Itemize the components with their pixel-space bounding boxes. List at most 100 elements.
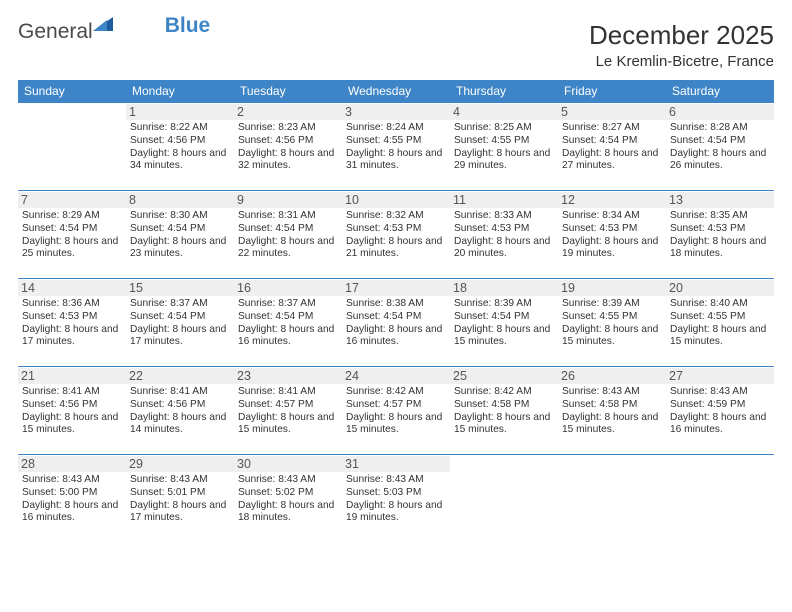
day-info: Sunrise: 8:24 AMSunset: 4:55 PMDaylight:… [346, 122, 446, 173]
day-info: Sunrise: 8:39 AMSunset: 4:55 PMDaylight:… [562, 298, 662, 349]
week-row: 7 Sunrise: 8:29 AMSunset: 4:54 PMDaylight… [18, 191, 774, 279]
day-number: 3 [342, 104, 450, 120]
day-info: Sunrise: 8:43 AMSunset: 4:59 PMDaylight:… [670, 386, 770, 437]
day-number: 18 [450, 280, 558, 296]
day-number: 4 [450, 104, 558, 120]
day-header: Friday [558, 80, 666, 103]
logo: General Blue [18, 20, 164, 44]
calendar-table: Sunday Monday Tuesday Wednesday Thursday… [18, 80, 774, 543]
day-info: Sunrise: 8:29 AMSunset: 4:54 PMDaylight:… [22, 210, 122, 261]
day-cell [18, 103, 126, 191]
day-info: Sunrise: 8:43 AMSunset: 4:58 PMDaylight:… [562, 386, 662, 437]
day-number: 27 [666, 368, 774, 384]
day-info: Sunrise: 8:43 AMSunset: 5:00 PMDaylight:… [22, 474, 122, 525]
logo-text-2: Blue [165, 14, 211, 38]
day-info: Sunrise: 8:32 AMSunset: 4:53 PMDaylight:… [346, 210, 446, 261]
day-info: Sunrise: 8:25 AMSunset: 4:55 PMDaylight:… [454, 122, 554, 173]
day-number: 2 [234, 104, 342, 120]
day-cell: 20 Sunrise: 8:40 AMSunset: 4:55 PMDayligh… [666, 279, 774, 367]
day-info: Sunrise: 8:40 AMSunset: 4:55 PMDaylight:… [670, 298, 770, 349]
day-info: Sunrise: 8:22 AMSunset: 4:56 PMDaylight:… [130, 122, 230, 173]
day-cell: 27 Sunrise: 8:43 AMSunset: 4:59 PMDayligh… [666, 367, 774, 455]
day-header: Monday [126, 80, 234, 103]
day-number: 9 [234, 192, 342, 208]
day-header: Tuesday [234, 80, 342, 103]
day-info: Sunrise: 8:41 AMSunset: 4:57 PMDaylight:… [238, 386, 338, 437]
day-number: 30 [234, 456, 342, 472]
day-cell: 21 Sunrise: 8:41 AMSunset: 4:56 PMDayligh… [18, 367, 126, 455]
day-info: Sunrise: 8:34 AMSunset: 4:53 PMDaylight:… [562, 210, 662, 261]
day-header: Thursday [450, 80, 558, 103]
day-cell: 14 Sunrise: 8:36 AMSunset: 4:53 PMDayligh… [18, 279, 126, 367]
day-cell: 29 Sunrise: 8:43 AMSunset: 5:01 PMDayligh… [126, 455, 234, 543]
day-cell [666, 455, 774, 543]
day-number: 19 [558, 280, 666, 296]
day-number: 1 [126, 104, 234, 120]
day-info: Sunrise: 8:31 AMSunset: 4:54 PMDaylight:… [238, 210, 338, 261]
day-cell: 11Sunrise: 8:33 AMSunset: 4:53 PMDayligh… [450, 191, 558, 279]
day-info: Sunrise: 8:28 AMSunset: 4:54 PMDaylight:… [670, 122, 770, 173]
day-cell: 18 Sunrise: 8:39 AMSunset: 4:54 PMDayligh… [450, 279, 558, 367]
day-info: Sunrise: 8:23 AMSunset: 4:56 PMDaylight:… [238, 122, 338, 173]
day-info: Sunrise: 8:43 AMSunset: 5:01 PMDaylight:… [130, 474, 230, 525]
day-cell [558, 455, 666, 543]
day-cell: 6 Sunrise: 8:28 AMSunset: 4:54 PMDaylight… [666, 103, 774, 191]
day-number: 21 [18, 368, 126, 384]
day-info: Sunrise: 8:41 AMSunset: 4:56 PMDaylight:… [22, 386, 122, 437]
day-cell: 13Sunrise: 8:35 AMSunset: 4:53 PMDayligh… [666, 191, 774, 279]
day-number: 6 [666, 104, 774, 120]
week-row: 14 Sunrise: 8:36 AMSunset: 4:53 PMDayligh… [18, 279, 774, 367]
day-info: Sunrise: 8:37 AMSunset: 4:54 PMDaylight:… [238, 298, 338, 349]
day-cell: 10 Sunrise: 8:32 AMSunset: 4:53 PMDayligh… [342, 191, 450, 279]
day-number: 20 [666, 280, 774, 296]
week-row: 28Sunrise: 8:43 AMSunset: 5:00 PMDayligh… [18, 455, 774, 543]
day-cell: 7 Sunrise: 8:29 AMSunset: 4:54 PMDaylight… [18, 191, 126, 279]
day-number: 26 [558, 368, 666, 384]
day-cell: 22Sunrise: 8:41 AMSunset: 4:56 PMDayligh… [126, 367, 234, 455]
day-cell: 26 Sunrise: 8:43 AMSunset: 4:58 PMDayligh… [558, 367, 666, 455]
day-number: 7 [18, 192, 126, 208]
day-cell: 25Sunrise: 8:42 AMSunset: 4:58 PMDayligh… [450, 367, 558, 455]
day-header-row: Sunday Monday Tuesday Wednesday Thursday… [18, 80, 774, 103]
day-number: 16 [234, 280, 342, 296]
page-title: December 2025 [589, 20, 774, 51]
day-number: 17 [342, 280, 450, 296]
day-cell: 5Sunrise: 8:27 AMSunset: 4:54 PMDaylight… [558, 103, 666, 191]
day-cell [450, 455, 558, 543]
day-header: Wednesday [342, 80, 450, 103]
day-number: 29 [126, 456, 234, 472]
page-subtitle: Le Kremlin-Bicetre, France [589, 53, 774, 70]
day-cell: 2 Sunrise: 8:23 AMSunset: 4:56 PMDaylight… [234, 103, 342, 191]
day-number: 15 [126, 280, 234, 296]
day-cell: 3 Sunrise: 8:24 AMSunset: 4:55 PMDaylight… [342, 103, 450, 191]
header: General Blue December 2025 Le Kremlin-Bi… [18, 20, 774, 70]
day-number: 11 [450, 192, 558, 208]
day-number: 13 [666, 192, 774, 208]
week-row: 1 Sunrise: 8:22 AMSunset: 4:56 PMDaylight… [18, 103, 774, 191]
day-number: 14 [18, 280, 126, 296]
day-info: Sunrise: 8:42 AMSunset: 4:58 PMDaylight:… [454, 386, 554, 437]
day-info: Sunrise: 8:36 AMSunset: 4:53 PMDaylight:… [22, 298, 122, 349]
title-block: December 2025 Le Kremlin-Bicetre, France [589, 20, 774, 70]
day-number: 24 [342, 368, 450, 384]
day-cell: 1 Sunrise: 8:22 AMSunset: 4:56 PMDaylight… [126, 103, 234, 191]
day-cell: 9 Sunrise: 8:31 AMSunset: 4:54 PMDaylight… [234, 191, 342, 279]
day-cell: 8 Sunrise: 8:30 AMSunset: 4:54 PMDaylight… [126, 191, 234, 279]
day-cell: 16 Sunrise: 8:37 AMSunset: 4:54 PMDayligh… [234, 279, 342, 367]
day-number: 8 [126, 192, 234, 208]
day-cell: 30Sunrise: 8:43 AMSunset: 5:02 PMDayligh… [234, 455, 342, 543]
day-cell: 12 Sunrise: 8:34 AMSunset: 4:53 PMDayligh… [558, 191, 666, 279]
logo-sail-icon [93, 17, 113, 31]
day-cell: 23 Sunrise: 8:41 AMSunset: 4:57 PMDayligh… [234, 367, 342, 455]
week-row: 21 Sunrise: 8:41 AMSunset: 4:56 PMDayligh… [18, 367, 774, 455]
day-info: Sunrise: 8:43 AMSunset: 5:03 PMDaylight:… [346, 474, 446, 525]
day-info: Sunrise: 8:39 AMSunset: 4:54 PMDaylight:… [454, 298, 554, 349]
day-info: Sunrise: 8:38 AMSunset: 4:54 PMDaylight:… [346, 298, 446, 349]
day-header: Sunday [18, 80, 126, 103]
day-cell: 15Sunrise: 8:37 AMSunset: 4:54 PMDayligh… [126, 279, 234, 367]
day-number: 10 [342, 192, 450, 208]
day-number: 12 [558, 192, 666, 208]
day-info: Sunrise: 8:30 AMSunset: 4:54 PMDaylight:… [130, 210, 230, 261]
day-number: 23 [234, 368, 342, 384]
day-number: 31 [342, 456, 450, 472]
